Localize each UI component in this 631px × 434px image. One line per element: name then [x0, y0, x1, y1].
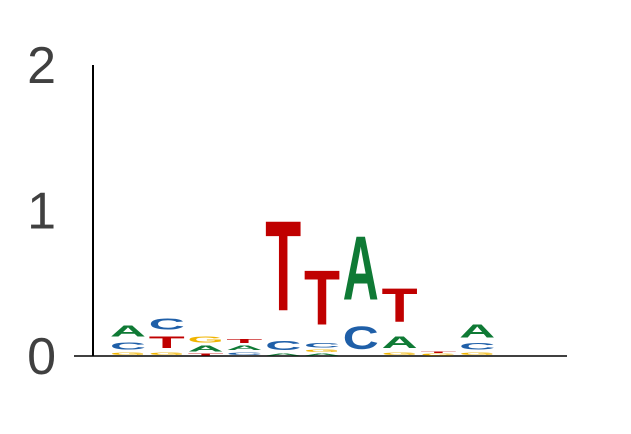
logo-letter-a: A — [459, 321, 495, 341]
logo-letter-g: G — [110, 352, 146, 356]
letter-glyph: A — [226, 344, 262, 351]
letter-glyph: G — [110, 352, 146, 356]
logo-letter-g: G — [304, 349, 340, 353]
y-tick-label: 2 — [27, 37, 56, 95]
letter-glyph: G — [304, 349, 340, 353]
letter-glyph: A — [459, 321, 495, 341]
logo-letter-c: C — [226, 352, 262, 356]
logo-letter-a: A — [188, 344, 224, 353]
letter-glyph: A — [265, 353, 301, 356]
logo-letter-c: C — [110, 340, 146, 352]
letter-glyph: T — [149, 333, 185, 352]
letter-glyph: A — [382, 332, 418, 351]
logo-letter-t: T — [382, 279, 418, 333]
letter-glyph: T — [265, 195, 301, 339]
logo-letter-a: A — [304, 353, 340, 356]
letter-glyph: T — [188, 353, 225, 356]
letter-glyph: G — [188, 336, 224, 345]
letter-glyph: C — [226, 352, 262, 356]
logo-letter-a: A — [110, 323, 146, 340]
letter-glyph: G — [382, 352, 418, 356]
logo-letter-a: A — [382, 332, 418, 351]
logo-letter-a: A — [226, 344, 262, 351]
letter-glyph: T — [420, 352, 456, 353]
logo-letter-g: G — [420, 353, 456, 356]
logo-letter-t: T — [188, 353, 225, 356]
logo-letter-g: G — [382, 352, 418, 356]
letter-glyph: A — [343, 218, 379, 320]
letter-glyph: G — [420, 353, 456, 356]
letter-glyph: A — [188, 344, 224, 353]
logo-letter-g: G — [459, 352, 495, 356]
letter-glyph: C — [149, 315, 185, 332]
letter-glyph: C — [265, 338, 301, 353]
letter-glyph: A — [304, 353, 340, 356]
logo-letter-g: G — [188, 336, 224, 345]
logo-letter-t: T — [420, 352, 456, 353]
logo-letter-g: G — [149, 352, 185, 356]
logo-letter-c: C — [265, 338, 301, 353]
logo-letter-t: T — [226, 338, 263, 344]
logo-letter-c: C — [149, 315, 185, 332]
logo-letter-a: A — [343, 218, 379, 320]
y-tick-label: 0 — [27, 328, 56, 386]
y-tick-label: 1 — [27, 183, 56, 241]
letter-glyph: G — [459, 352, 495, 356]
y-axis: 0 1 2 — [27, 37, 94, 386]
logo-letter-c: C — [459, 342, 495, 352]
letter-glyph: C — [343, 320, 379, 356]
letter-glyph: T — [226, 338, 263, 344]
letter-glyph: T — [382, 279, 418, 333]
logo-letter-t: T — [149, 333, 185, 352]
logo-letter-t: T — [265, 195, 301, 339]
logo-letter-c: C — [304, 341, 340, 348]
logo-letter-t: T — [304, 253, 340, 341]
letter-glyph: T — [304, 253, 340, 341]
logo-letter-a: A — [265, 353, 301, 356]
logo-letter-c: C — [343, 320, 379, 356]
letter-glyph: C — [459, 342, 495, 352]
letter-glyph: A — [110, 323, 146, 340]
letter-glyph: C — [110, 340, 146, 352]
letter-glyph: C — [304, 341, 340, 348]
letter-glyph: G — [149, 352, 185, 356]
